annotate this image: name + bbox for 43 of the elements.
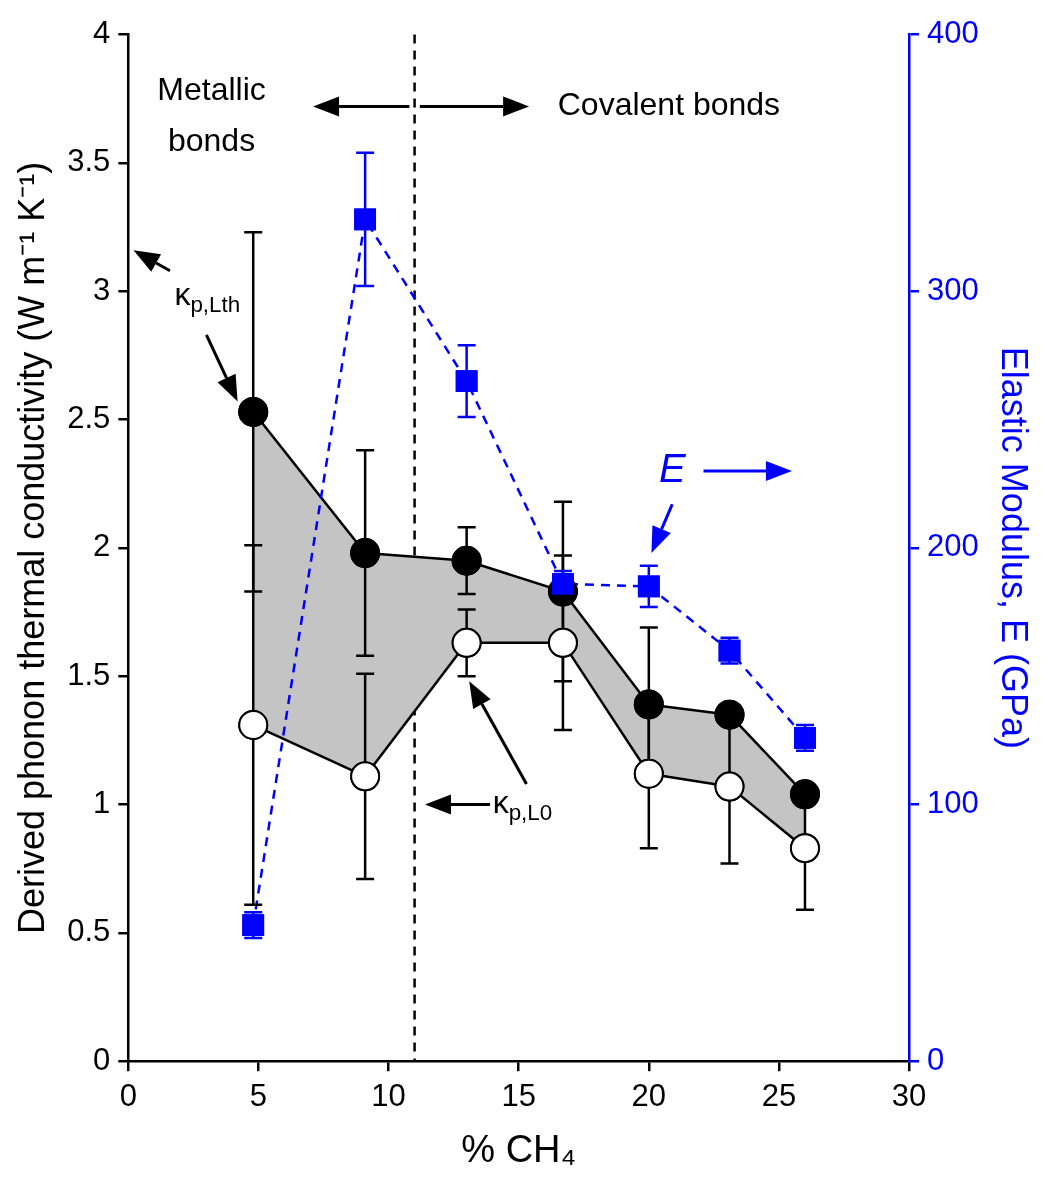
point	[455, 370, 478, 392]
annotation: Metallic bonds	[157, 70, 266, 159]
y-tick-label: 2	[93, 528, 111, 564]
y-tick-label: 4	[93, 15, 111, 51]
y-tick-label: 3	[93, 271, 111, 307]
x-tick-label: 10	[371, 1078, 406, 1114]
y-tick-label: 2.5	[67, 400, 111, 436]
y2-tick-label: 0	[927, 1041, 945, 1077]
point	[451, 627, 482, 658]
point	[633, 689, 664, 720]
point	[547, 627, 578, 658]
point	[354, 208, 377, 231]
x-axis-title: % CH₄	[461, 1127, 577, 1170]
annotation: E	[658, 446, 687, 491]
y2-axis-title: Elastic Modulus, E (GPa)	[994, 346, 1036, 749]
y2-tick-label: 100	[927, 785, 979, 821]
point	[350, 761, 381, 792]
y-tick-label: 1	[93, 785, 111, 821]
y2-tick-label: 200	[927, 528, 979, 564]
point	[789, 779, 820, 810]
point	[633, 758, 664, 789]
point	[789, 833, 820, 864]
x-tick-label: 5	[249, 1078, 268, 1114]
point	[238, 396, 269, 427]
y-tick-label: 0.5	[67, 913, 111, 949]
point	[238, 709, 269, 740]
point	[714, 699, 745, 730]
x-tick-label: 15	[501, 1078, 536, 1114]
point	[451, 545, 482, 576]
point	[350, 538, 381, 569]
y-tick-label: 0	[93, 1041, 111, 1077]
x-tick-label: 20	[631, 1078, 667, 1114]
annotation: Covalent bonds	[557, 86, 781, 123]
y-tick-label: 1.5	[67, 656, 111, 692]
y2-tick-label: 300	[927, 271, 979, 307]
point	[637, 575, 660, 598]
x-tick-label: 25	[761, 1078, 797, 1114]
point	[714, 771, 745, 802]
x-tick-label: 30	[891, 1078, 927, 1114]
y2-tick-label: 400	[927, 15, 979, 51]
y-tick-label: 3.5	[67, 143, 111, 179]
x-tick-label: 0	[119, 1078, 137, 1114]
y-axis-title: Derived phonon thermal conductivity (W m⁻¹ K⁻¹)	[10, 161, 52, 935]
